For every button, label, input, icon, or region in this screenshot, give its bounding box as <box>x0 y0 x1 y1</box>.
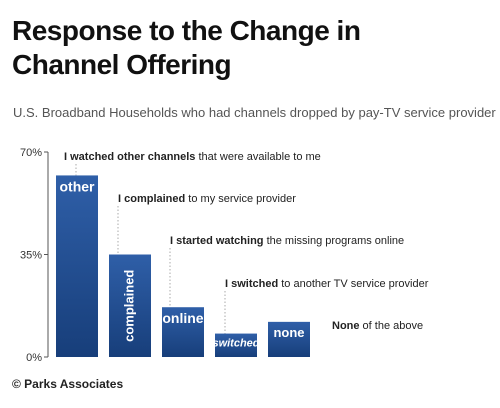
bars: other complained online switched none <box>56 175 310 357</box>
bar-category-label: online <box>162 310 203 326</box>
leader-lines <box>75 164 226 334</box>
bar-other <box>56 175 98 357</box>
copyright: © Parks Associates <box>12 377 124 391</box>
data-labels: I watched other channels that were avail… <box>64 151 429 332</box>
bar-none <box>268 321 310 357</box>
label-rest-part: of the above <box>360 320 424 332</box>
bar-category-label: none <box>273 325 304 340</box>
label-bold-part: I complained <box>118 193 185 205</box>
y-tick-label: 35% <box>20 250 42 262</box>
label-bold-part: I watched other channels <box>64 151 195 163</box>
chart-subtitle: U.S. Broadband Households who had channe… <box>13 105 496 120</box>
chart-title: Response to the Change in Channel Offeri… <box>12 14 482 82</box>
bar-description-label: None of the above <box>332 320 423 332</box>
bar-complained <box>109 254 151 357</box>
bar-switched <box>215 333 257 357</box>
label-rest-part: the missing programs online <box>264 235 405 247</box>
label-rest-part: to another TV service provider <box>278 278 429 290</box>
label-bold-part: None <box>332 320 360 332</box>
bar-description-label: I watched other channels that were avail… <box>64 151 321 163</box>
y-tick-label: 70% <box>20 147 42 159</box>
bar-description-label: I started watching the missing programs … <box>170 235 404 247</box>
label-rest-part: that were available to me <box>195 151 320 163</box>
bar-online <box>162 307 204 357</box>
bar-category-label: other <box>60 178 96 194</box>
title-line-1: Response to the Change in <box>12 15 361 46</box>
bar-description-label: I complained to my service provider <box>118 193 296 205</box>
label-bold-part: I switched <box>225 278 278 290</box>
bar-category-label: switched <box>212 338 259 350</box>
label-rest-part: to my service provider <box>185 193 296 205</box>
y-tick-label: 0% <box>26 352 42 364</box>
bar-category-label: complained <box>121 270 136 342</box>
title-line-2: Channel Offering <box>12 49 232 80</box>
y-axis: 0% 35% 70% <box>20 147 49 364</box>
label-bold-part: I started watching <box>170 235 264 247</box>
bar-description-label: I switched to another TV service provide… <box>225 278 429 290</box>
